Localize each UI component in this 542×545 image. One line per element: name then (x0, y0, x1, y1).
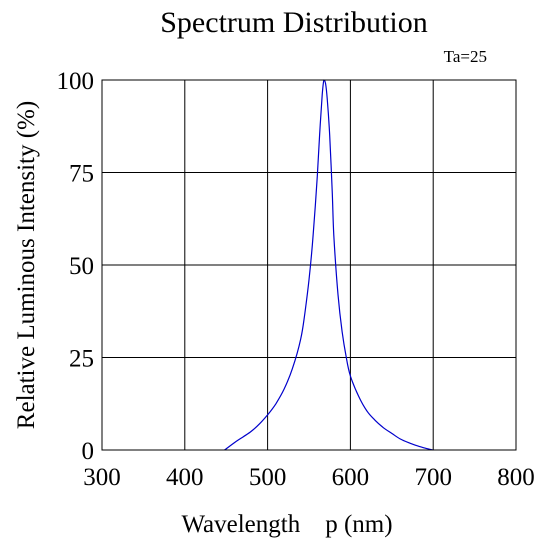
y-tick-label-100: 100 (57, 68, 95, 95)
y-tick-label-0: 0 (82, 438, 95, 465)
x-tick-label-300: 300 (83, 464, 121, 491)
x-axis-label: Wavelength p (nm) (181, 511, 392, 538)
y-axis-label: Relative Luminous Intensity (%) (13, 101, 40, 429)
x-tick-label-700: 700 (414, 464, 452, 491)
x-tick-label-500: 500 (249, 464, 287, 491)
y-tick-label-50: 50 (69, 253, 94, 280)
chart-title: Spectrum Distribution (160, 6, 427, 39)
y-tick-label-75: 75 (69, 161, 94, 188)
x-tick-label-600: 600 (332, 464, 370, 491)
temperature-annotation: Ta=25 (444, 47, 487, 66)
x-tick-label-400: 400 (166, 464, 204, 491)
y-tick-label-25: 25 (69, 346, 94, 373)
x-tick-label-800: 800 (497, 464, 535, 491)
